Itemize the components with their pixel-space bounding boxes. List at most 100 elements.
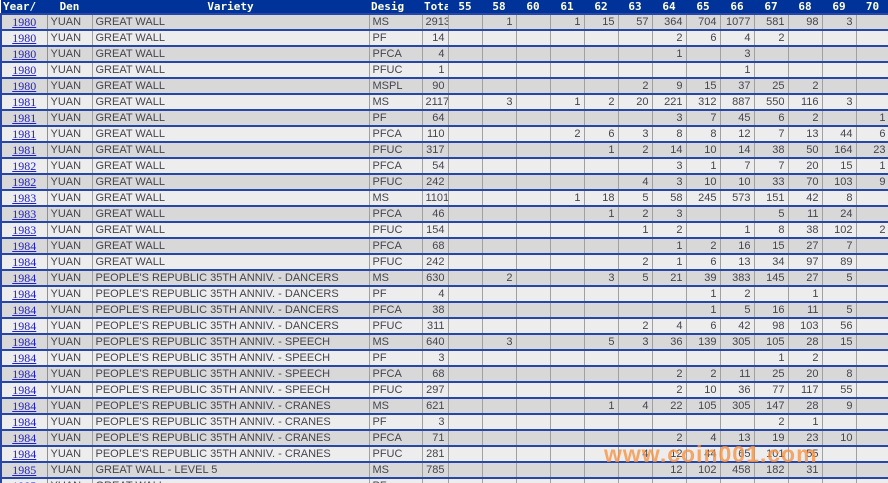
year-link[interactable]: 1984 xyxy=(12,286,37,301)
table-row: 1980 YUAN GREAT WALL PF 14 2 6 4 2 xyxy=(0,30,888,47)
year-link[interactable]: 1984 xyxy=(12,350,37,365)
grade-cell-55 xyxy=(448,238,483,255)
year-link[interactable]: 1984 xyxy=(12,398,37,413)
year-link[interactable]: 1984 xyxy=(12,382,37,397)
grade-cell-70 xyxy=(856,78,888,95)
grade-cell-60 xyxy=(516,46,551,63)
variety-cell: GREAT WALL xyxy=(92,126,370,143)
total-cell: 3 xyxy=(422,350,449,367)
year-link[interactable]: 1983 xyxy=(12,206,37,221)
grade-cell-63 xyxy=(618,462,653,479)
grade-cell-55 xyxy=(448,446,483,463)
grade-cell-70: 2 xyxy=(856,222,888,239)
total-cell: 1101 xyxy=(422,190,449,207)
den-cell: YUAN xyxy=(47,126,93,143)
grade-cell-67: 16 xyxy=(754,302,789,319)
year-link[interactable]: 1984 xyxy=(12,446,37,461)
table-body: 1980 YUAN GREAT WALL MS 2913 1 1 15 57 364 704 1077… xyxy=(0,14,888,483)
grade-cell-67: 25 xyxy=(754,366,789,383)
grade-cell-61 xyxy=(550,222,585,239)
grade-cell-68: 27 xyxy=(788,238,823,255)
year-link[interactable]: 1984 xyxy=(12,334,37,349)
year-link[interactable]: 1985 xyxy=(12,462,37,477)
table-row: 1984 YUAN PEOPLE'S REPUBLIC 35TH ANNIV. - … xyxy=(0,398,888,415)
grade-cell-60 xyxy=(516,222,551,239)
year-link[interactable]: 1984 xyxy=(12,366,37,381)
total-cell: 14 xyxy=(422,30,449,47)
variety-cell: PEOPLE'S REPUBLIC 35TH ANNIV. - SPEECH xyxy=(92,350,370,367)
grade-cell-65: 6 xyxy=(686,254,721,271)
year-cell: 1984 xyxy=(0,302,48,319)
grade-cell-67 xyxy=(754,46,789,63)
year-link[interactable]: 1981 xyxy=(12,142,37,157)
year-link[interactable]: 1982 xyxy=(12,158,37,173)
year-link[interactable]: 1981 xyxy=(12,126,37,141)
grade-cell-70 xyxy=(856,206,888,223)
grade-cell-70: 1 xyxy=(856,158,888,175)
column-header-grade-67: 67 xyxy=(754,0,788,15)
grade-cell-68: 117 xyxy=(788,382,823,399)
year-link[interactable]: 1984 xyxy=(12,270,37,285)
desig-cell: MS xyxy=(369,398,423,415)
year-link[interactable]: 1984 xyxy=(12,430,37,445)
grade-cell-63: 5 xyxy=(618,270,653,287)
year-link[interactable]: 1983 xyxy=(12,222,37,237)
desig-cell: PFCA xyxy=(369,206,423,223)
grade-cell-60 xyxy=(516,478,551,483)
year-link[interactable]: 1984 xyxy=(12,238,37,253)
variety-cell: PEOPLE'S REPUBLIC 35TH ANNIV. - CRANES xyxy=(92,430,370,447)
year-link[interactable]: 1981 xyxy=(12,110,37,125)
grade-cell-67: 151 xyxy=(754,190,789,207)
total-cell: 621 xyxy=(422,398,449,415)
grade-cell-61 xyxy=(550,286,585,303)
total-cell: 2913 xyxy=(422,14,449,31)
grade-cell-68: 2 xyxy=(788,350,823,367)
grade-cell-68: 98 xyxy=(788,14,823,31)
grade-cell-68 xyxy=(788,478,823,483)
year-link[interactable]: 1982 xyxy=(12,174,37,189)
grade-cell-70 xyxy=(856,350,888,367)
table-row: 1982 YUAN GREAT WALL PFUC 242 4 3 10 10 33 70 103 9 xyxy=(0,174,888,191)
year-link[interactable]: 1980 xyxy=(12,14,37,29)
year-cell: 1984 xyxy=(0,398,48,415)
table-row: 1984 YUAN PEOPLE'S REPUBLIC 35TH ANNIV. - … xyxy=(0,350,888,367)
table-row: 1985 YUAN GREAT WALL - LEVEL 5 MS 785 12 102 45… xyxy=(0,462,888,479)
den-cell: YUAN xyxy=(47,46,93,63)
grade-cell-66: 14 xyxy=(720,142,755,159)
grade-cell-64: 21 xyxy=(652,270,687,287)
grade-cell-66: 3 xyxy=(720,46,755,63)
grade-cell-60 xyxy=(516,382,551,399)
grade-cell-66: 383 xyxy=(720,270,755,287)
year-cell: 1981 xyxy=(0,126,48,143)
variety-cell: GREAT WALL xyxy=(92,62,370,79)
grade-cell-55 xyxy=(448,478,483,483)
grade-cell-60 xyxy=(516,14,551,31)
grade-cell-58 xyxy=(482,382,517,399)
grade-cell-55 xyxy=(448,382,483,399)
grade-cell-69: 5 xyxy=(822,270,857,287)
year-link[interactable]: 1981 xyxy=(12,94,37,109)
year-link[interactable]: 1980 xyxy=(12,78,37,93)
grade-cell-55 xyxy=(448,222,483,239)
grade-cell-66: 1 xyxy=(720,62,755,79)
grade-cell-60 xyxy=(516,126,551,143)
year-link[interactable]: 1984 xyxy=(12,302,37,317)
table-row: 1982 YUAN GREAT WALL PFCA 54 3 1 7 7 20 15 1 xyxy=(0,158,888,175)
desig-cell: MS xyxy=(369,94,423,111)
year-link[interactable]: 1983 xyxy=(12,190,37,205)
grade-cell-60 xyxy=(516,334,551,351)
year-link[interactable]: 1980 xyxy=(12,62,37,77)
year-link[interactable]: 1980 xyxy=(12,46,37,61)
year-link[interactable]: 1984 xyxy=(12,414,37,429)
grade-cell-69 xyxy=(822,46,857,63)
grade-cell-68: 103 xyxy=(788,318,823,335)
variety-cell: GREAT WALL xyxy=(92,30,370,47)
year-link[interactable]: 1984 xyxy=(12,254,37,269)
year-link[interactable]: 1980 xyxy=(12,30,37,45)
year-cell: 1984 xyxy=(0,334,48,351)
year-link[interactable]: 1984 xyxy=(12,318,37,333)
den-cell: YUAN xyxy=(47,430,93,447)
grade-cell-67: 1 xyxy=(754,350,789,367)
column-header-grade-63: 63 xyxy=(618,0,652,15)
year-link[interactable]: 1985 xyxy=(12,479,36,483)
